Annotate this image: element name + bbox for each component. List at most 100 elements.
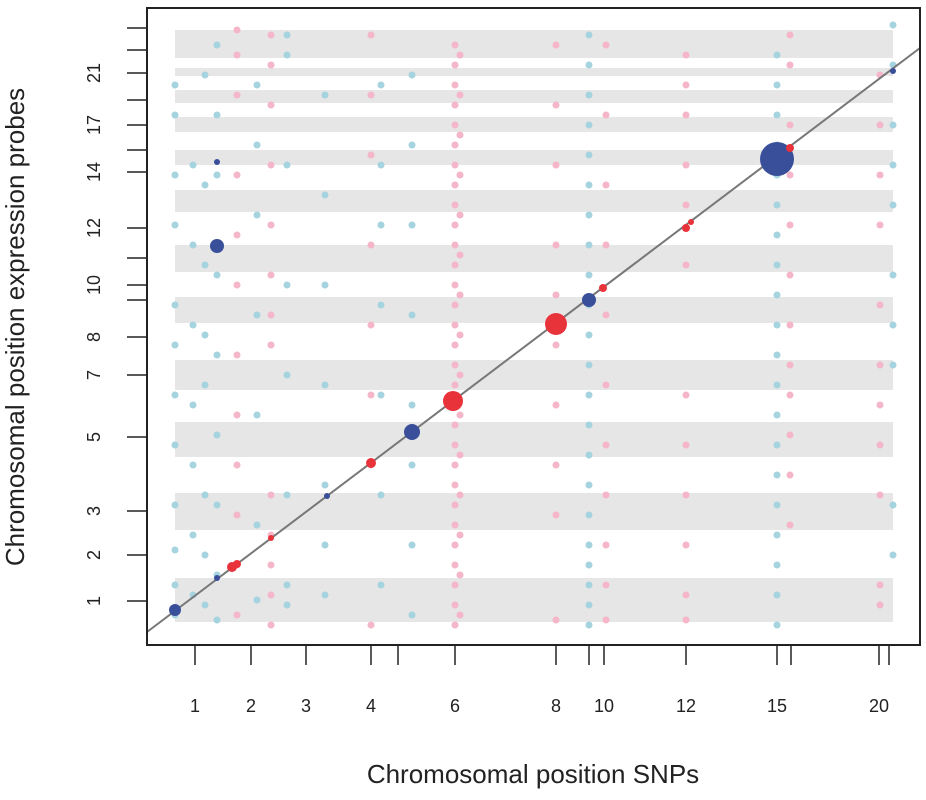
point xyxy=(585,31,593,39)
point xyxy=(283,601,291,609)
point xyxy=(267,31,275,39)
point xyxy=(585,61,593,69)
point xyxy=(253,521,261,529)
point xyxy=(773,351,781,359)
point xyxy=(213,351,221,359)
point xyxy=(267,161,275,169)
chromosome-band xyxy=(175,360,893,390)
point xyxy=(585,241,593,249)
point xyxy=(213,111,221,119)
point xyxy=(321,591,329,599)
point xyxy=(321,91,329,99)
point xyxy=(451,61,459,69)
point xyxy=(171,171,179,179)
x-tick-label: 10 xyxy=(594,696,614,716)
point xyxy=(602,441,610,449)
chromosome-band xyxy=(175,117,893,132)
point xyxy=(456,491,464,499)
point xyxy=(267,101,275,109)
x-tick-label: 2 xyxy=(246,696,256,716)
point xyxy=(171,111,179,119)
point xyxy=(773,501,781,509)
point xyxy=(456,611,464,619)
point xyxy=(585,151,593,159)
point xyxy=(451,441,459,449)
point xyxy=(451,301,459,309)
point xyxy=(189,321,197,329)
point xyxy=(377,391,385,399)
point xyxy=(786,31,794,39)
point xyxy=(171,341,179,349)
point xyxy=(876,441,884,449)
highlight-point xyxy=(599,284,607,292)
point xyxy=(171,581,179,589)
point xyxy=(367,391,375,399)
point xyxy=(451,341,459,349)
chromosome-band xyxy=(175,68,893,76)
point xyxy=(585,121,593,129)
point xyxy=(585,361,593,369)
point xyxy=(682,541,690,549)
x-tick-label: 12 xyxy=(676,696,696,716)
y-tick-label: 12 xyxy=(84,218,104,238)
point xyxy=(213,501,221,509)
point xyxy=(283,31,291,39)
point xyxy=(201,181,209,189)
point xyxy=(682,51,690,59)
point xyxy=(233,411,241,419)
point xyxy=(171,301,179,309)
point xyxy=(876,601,884,609)
point xyxy=(456,371,464,379)
point xyxy=(889,161,897,169)
highlight-point xyxy=(443,391,463,411)
point xyxy=(786,171,794,179)
point xyxy=(682,491,690,499)
point xyxy=(585,601,593,609)
point xyxy=(585,181,593,189)
point xyxy=(253,596,261,604)
point xyxy=(367,91,375,99)
point xyxy=(451,261,459,269)
point xyxy=(451,521,459,529)
point xyxy=(682,441,690,449)
point xyxy=(451,121,459,129)
highlight-point xyxy=(545,313,567,335)
point xyxy=(585,481,593,489)
point xyxy=(283,491,291,499)
point xyxy=(408,221,416,229)
chromosome-band xyxy=(175,422,893,457)
point xyxy=(451,41,459,49)
point xyxy=(189,401,197,409)
point xyxy=(321,281,329,289)
point xyxy=(876,221,884,229)
point xyxy=(585,421,593,429)
point xyxy=(253,81,261,89)
point xyxy=(233,231,241,239)
point xyxy=(585,391,593,399)
point xyxy=(451,461,459,469)
point xyxy=(773,81,781,89)
point xyxy=(773,561,781,569)
point xyxy=(786,321,794,329)
point xyxy=(585,561,593,569)
point xyxy=(367,31,375,39)
point xyxy=(408,71,416,79)
y-tick-label: 3 xyxy=(84,506,104,516)
point xyxy=(552,341,560,349)
point xyxy=(456,251,464,259)
point xyxy=(786,121,794,129)
point xyxy=(233,91,241,99)
point xyxy=(552,161,560,169)
point xyxy=(201,491,209,499)
point xyxy=(682,111,690,119)
point xyxy=(171,546,179,554)
point xyxy=(377,161,385,169)
point xyxy=(451,421,459,429)
point xyxy=(552,101,560,109)
point xyxy=(233,26,241,34)
point xyxy=(451,561,459,569)
point xyxy=(451,241,459,249)
point xyxy=(456,531,464,539)
point xyxy=(213,171,221,179)
